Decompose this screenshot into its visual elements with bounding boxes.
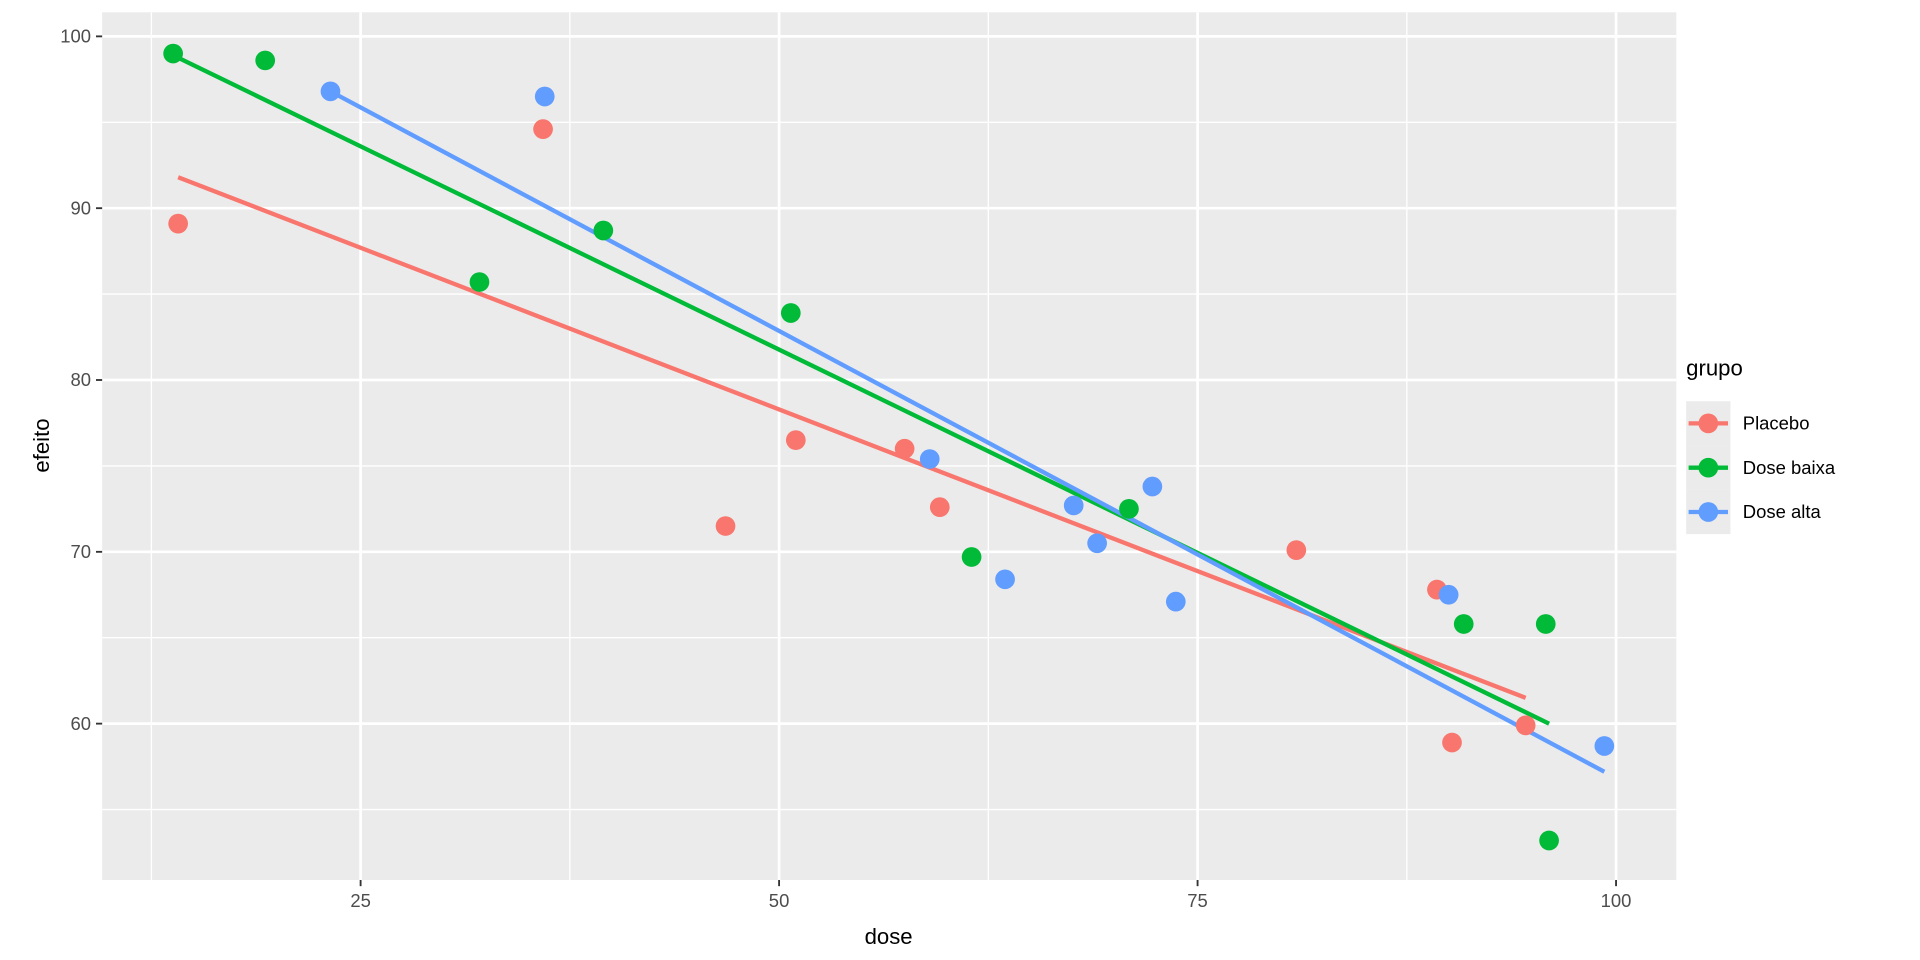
legend: grupo Placebo Dose baixa Dose alta [1686, 355, 1836, 535]
y-axis-label: efeito [29, 418, 54, 472]
point-dose-baixa [1535, 614, 1556, 634]
point-placebo [533, 119, 553, 139]
x-tick-label: 75 [1187, 890, 1208, 911]
legend-point-dose-baixa [1698, 457, 1719, 478]
legend-label-placebo: Placebo [1743, 413, 1810, 434]
y-tick-label: 60 [71, 713, 92, 734]
y-tick-label: 80 [71, 369, 92, 390]
point-dose-baixa [593, 220, 614, 241]
point-placebo [1515, 715, 1536, 736]
point-dose-alta [919, 449, 940, 469]
y-tick-label: 70 [71, 541, 92, 562]
point-dose-baixa [961, 547, 982, 567]
legend-point-placebo [1698, 413, 1719, 434]
point-placebo [785, 430, 806, 450]
y-tick-label: 100 [60, 26, 91, 47]
legend-point-dose-alta [1698, 502, 1719, 522]
point-placebo [168, 213, 188, 234]
point-dose-baixa [1453, 614, 1474, 634]
legend-title: grupo [1686, 355, 1743, 380]
point-dose-baixa [780, 303, 801, 323]
point-dose-baixa [163, 43, 183, 64]
point-dose-alta [1063, 495, 1084, 516]
x-tick-label: 25 [350, 890, 371, 911]
point-dose-alta [534, 86, 555, 107]
point-dose-alta [995, 569, 1015, 590]
legend-label-dose-alta: Dose alta [1743, 501, 1822, 522]
x-tick-label: 100 [1601, 890, 1632, 911]
point-dose-alta [320, 81, 341, 102]
point-dose-alta [1438, 584, 1459, 605]
point-dose-alta [1594, 736, 1615, 756]
point-dose-baixa [255, 50, 276, 71]
regression-lines [172, 53, 1606, 774]
point-placebo [1286, 540, 1307, 560]
point-dose-alta [1165, 591, 1186, 612]
legend-label-dose-baixa: Dose baixa [1743, 457, 1836, 478]
point-dose-baixa [1119, 499, 1139, 519]
point-placebo [894, 438, 915, 459]
point-dose-baixa [1539, 830, 1559, 851]
data-points [163, 43, 1615, 851]
point-dose-baixa [469, 272, 490, 292]
point-dose-alta [1142, 476, 1163, 497]
point-placebo [715, 516, 736, 536]
gridlines [102, 12, 1677, 880]
x-axis-label: dose [865, 924, 913, 949]
x-tick-label: 50 [769, 890, 790, 911]
fit-line-dose-alta [329, 89, 1606, 774]
axes: 25 50 75 100 60 70 80 90 100 [60, 26, 1631, 912]
y-tick-label: 90 [71, 197, 92, 218]
point-dose-alta [1087, 533, 1107, 554]
point-placebo [929, 497, 950, 517]
panel-background [102, 12, 1677, 881]
point-placebo [1442, 732, 1462, 753]
fit-line-dose-baixa [172, 53, 1551, 726]
